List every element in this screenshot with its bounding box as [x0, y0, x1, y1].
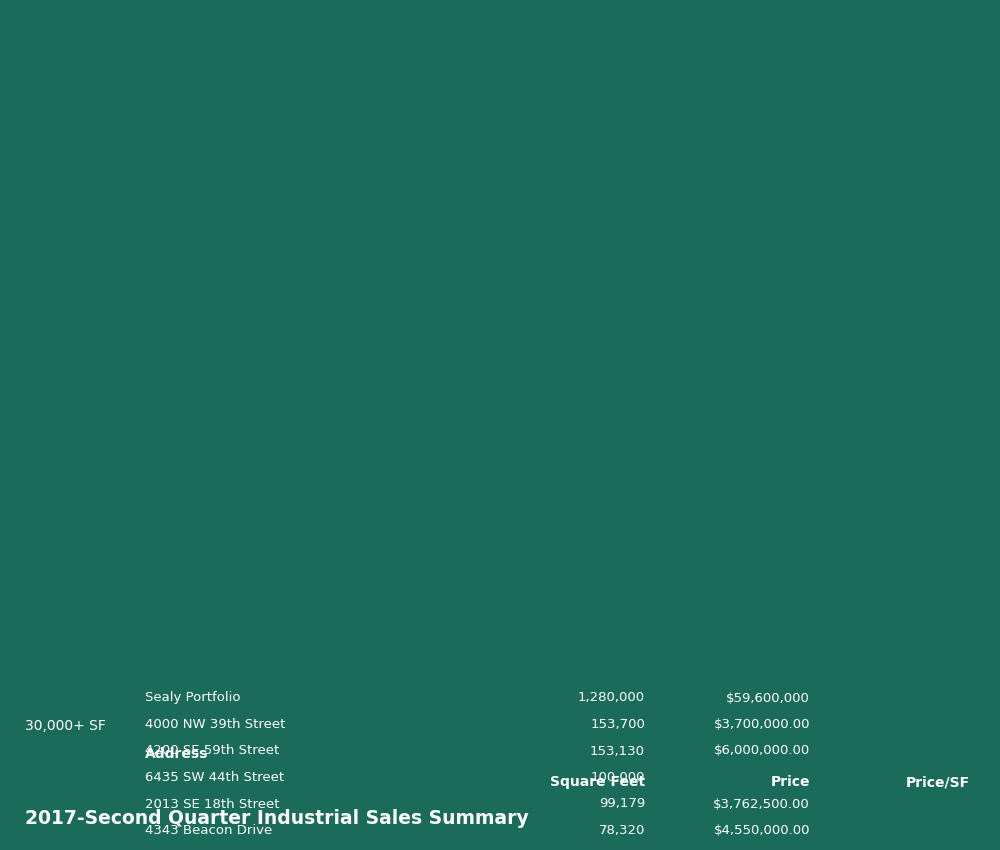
Text: 99,179: 99,179: [599, 797, 645, 811]
Text: Square Feet: Square Feet: [550, 775, 645, 789]
Text: 2017-Second Quarter Industrial Sales Summary: 2017-Second Quarter Industrial Sales Sum…: [25, 808, 529, 828]
Text: 78,320: 78,320: [599, 824, 645, 837]
Text: 6435 SW 44th Street: 6435 SW 44th Street: [145, 771, 284, 784]
Text: 2013 SE 18th Street: 2013 SE 18th Street: [145, 797, 280, 811]
Text: Sealy Portfolio: Sealy Portfolio: [145, 692, 240, 705]
Text: 100,000: 100,000: [590, 771, 645, 784]
Text: 4000 NW 39th Street: 4000 NW 39th Street: [145, 718, 285, 731]
Text: Price: Price: [770, 775, 810, 789]
Text: 4200 SE 59th Street: 4200 SE 59th Street: [145, 745, 279, 757]
Text: $4,550,000.00: $4,550,000.00: [714, 824, 810, 837]
Text: $6,000,000.00: $6,000,000.00: [714, 745, 810, 757]
Text: 1,280,000: 1,280,000: [578, 692, 645, 705]
Text: Price/SF: Price/SF: [906, 775, 970, 789]
Text: $59,600,000: $59,600,000: [726, 692, 810, 705]
Text: $3,700,000.00: $3,700,000.00: [714, 718, 810, 731]
Text: $3,762,500.00: $3,762,500.00: [713, 797, 810, 811]
Text: 30,000+ SF: 30,000+ SF: [25, 719, 106, 733]
Text: 153,700: 153,700: [590, 718, 645, 731]
Text: Address: Address: [145, 747, 208, 761]
Text: 4343 Beacon Drive: 4343 Beacon Drive: [145, 824, 272, 837]
Text: 153,130: 153,130: [590, 745, 645, 757]
